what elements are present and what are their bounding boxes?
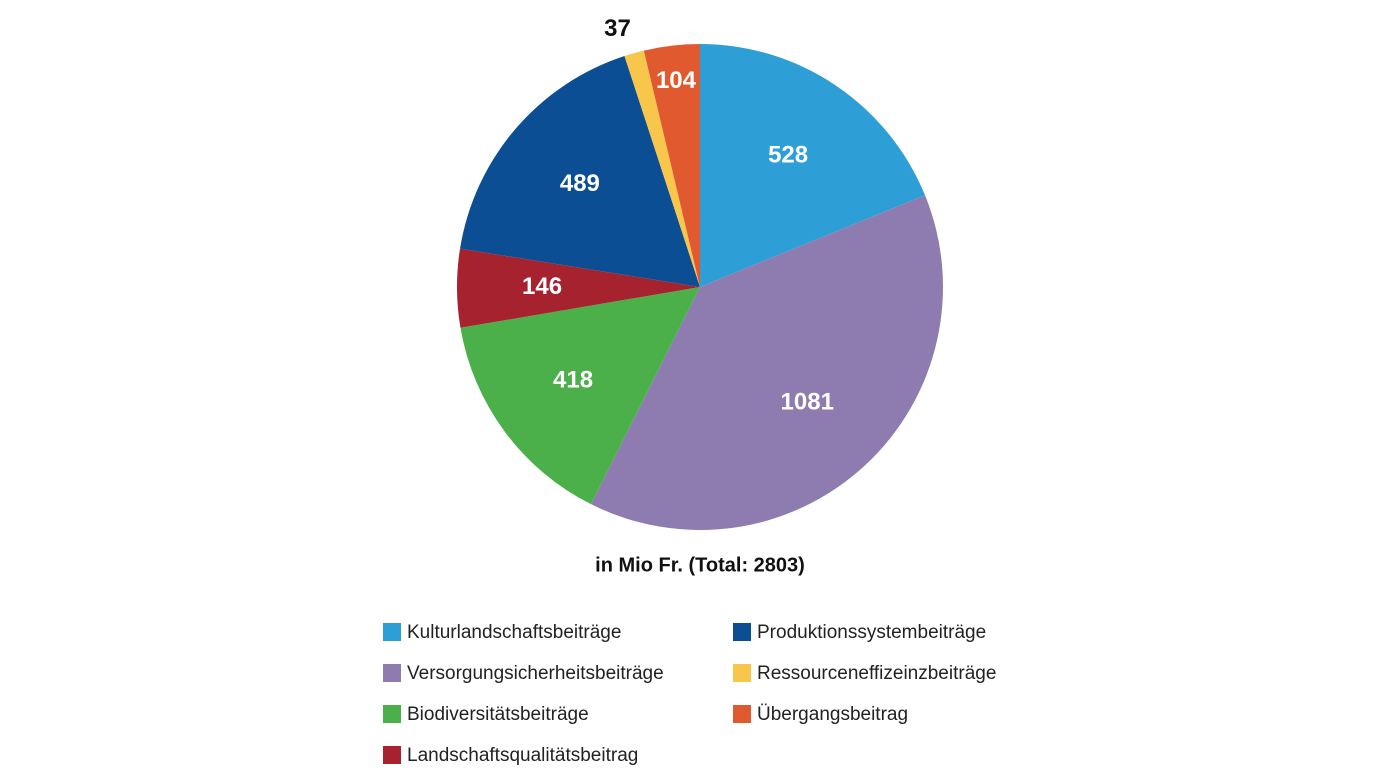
legend-swatch xyxy=(383,746,401,764)
pie-slice xyxy=(460,287,700,505)
legend-swatch xyxy=(733,705,751,723)
legend-label: Biodiversitätsbeiträge xyxy=(407,704,589,725)
legend-swatch xyxy=(383,623,401,641)
slice-label: 1081 xyxy=(781,388,834,415)
legend-label: Übergangsbeitrag xyxy=(757,704,908,725)
slice-label: 104 xyxy=(656,67,697,94)
chart-subtitle: in Mio Fr. (Total: 2803) xyxy=(595,554,805,576)
legend-swatch xyxy=(383,705,401,723)
legend-label: Versorgungsicherheitsbeiträge xyxy=(407,663,664,684)
pie-slice xyxy=(700,44,926,287)
slice-label: 37 xyxy=(604,15,631,42)
legend-label: Landschaftsqualitätsbeitrag xyxy=(407,745,638,766)
legend-swatch xyxy=(733,623,751,641)
legend-label: Produktionssystembeiträge xyxy=(757,622,986,643)
slice-label: 528 xyxy=(768,141,808,168)
pie-slice xyxy=(643,44,700,287)
slice-label: 489 xyxy=(560,170,600,197)
pie-slice xyxy=(460,56,700,288)
pie-slice xyxy=(457,248,700,328)
legend-swatch xyxy=(733,664,751,682)
legend-label: Ressourceneffizeinzbeiträge xyxy=(757,663,996,684)
pie-slice xyxy=(591,195,943,530)
legend-swatch xyxy=(383,664,401,682)
pie-slice xyxy=(624,50,700,287)
legend-label: Kulturlandschaftsbeiträge xyxy=(407,622,621,643)
slice-label: 418 xyxy=(553,366,593,393)
slice-label: 146 xyxy=(522,273,562,300)
